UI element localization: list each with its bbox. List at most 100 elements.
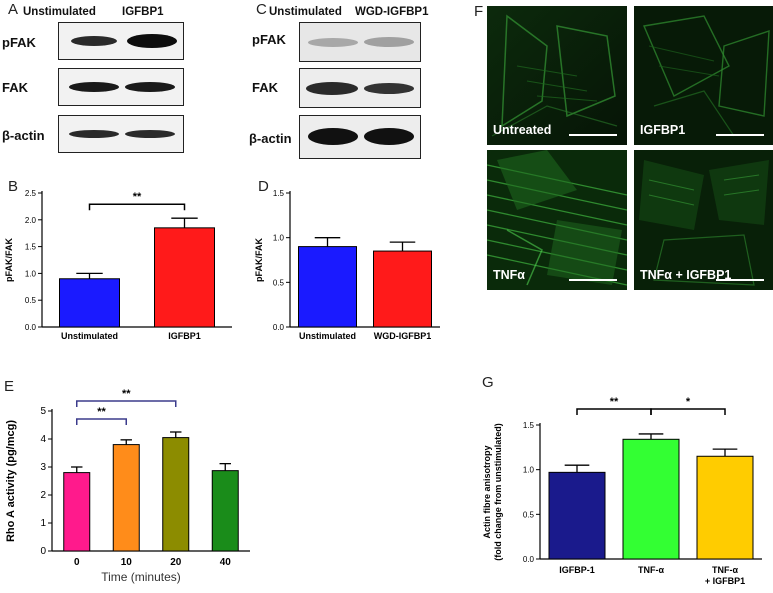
blot-a-header-unstimulated: Unstimulated [23,6,96,18]
category-label: TNF-α [638,565,664,575]
micro-label-igfbp1: IGFBP1 [640,123,686,137]
y-tick-label: 0 [40,546,46,557]
band [364,37,414,47]
significance-bracket [76,418,127,425]
blot-c-label-pfak: pFAK [252,32,286,47]
blot-a-label-fak: FAK [2,80,28,95]
panel-letter-c: C [256,1,267,18]
blot-c-pfak-strip [299,22,421,62]
y-tick-label: 0.5 [273,278,285,287]
y-tick-label: 1.0 [25,269,37,278]
panel-letter-b: B [8,178,19,195]
y-tick-label: 1.0 [273,234,285,243]
micro-label-tnfa: TNFα [493,268,525,282]
y-axis-label: pFAK/FAK [4,238,14,282]
category-label: + IGFBP1 [705,576,745,586]
y-tick-label: 2.0 [25,216,37,225]
significance-label: * [686,396,691,408]
significance-bracket [576,408,652,415]
blot-c-bactin-strip [299,115,421,159]
bar [622,438,680,560]
band [69,130,119,138]
chart-b: 0.0 0.5 1.0 1.5 2.0 2.5 pFAK/FAK Unstimulated IG… [4,189,232,341]
micro-tnfa: TNFα [487,150,627,290]
bar [548,471,606,560]
y-tick-label: 3 [40,462,46,473]
micro-texture [487,150,627,290]
blot-c-header-wgd-igfbp1: WGD-IGFBP1 [355,6,429,18]
significance-bracket [650,408,726,415]
y-axis-label: Actin fibre anisotropy [482,445,492,538]
y-tick-label: 1.0 [523,466,535,475]
y-tick-label: 0.5 [523,510,535,519]
y-tick-label: 1.5 [273,189,285,198]
y-tick-label: 4 [40,434,46,445]
category-label: WGD-IGFBP1 [374,331,432,341]
blot-a-label-bactin: β-actin [2,128,45,143]
significance-label: ** [133,191,142,203]
category-label: IGFBP1 [168,331,201,341]
bar [211,470,239,552]
significance-bracket [76,400,177,407]
y-tick-label: 0.0 [25,323,37,332]
band [69,82,119,92]
panel-letter-e: E [4,378,15,395]
micro-label-untreated: Untreated [493,123,552,137]
category-label: Unstimulated [61,331,118,341]
scale-bar [716,279,764,281]
significance-bracket [88,203,186,211]
micro-tnfa-igfbp1: TNFα + IGFBP1 [634,150,773,290]
band [308,38,358,47]
significance-label: ** [610,396,619,408]
scale-bar [569,134,617,136]
y-axis-label: (fold change from unstimulated) [493,423,503,561]
blot-a-fak-strip [58,68,184,106]
bar [298,246,357,328]
chart-e: 0 1 2 3 4 5 Rho A activity (pg/mcg) 0 10 20 40 Time… [5,388,250,584]
band [364,83,414,94]
blot-c-label-fak: FAK [252,80,278,95]
band [125,130,175,138]
bar [162,437,190,552]
panel-letter-g: G [482,374,494,391]
category-label: 40 [220,557,232,568]
category-label: IGFBP-1 [559,565,595,575]
panel-letter-a: A [8,1,19,18]
y-tick-label: 2 [40,490,46,501]
micro-untreated: Untreated [487,6,627,145]
y-tick-label: 0.0 [523,555,535,564]
panel-letter-f: F [474,3,484,20]
scale-bar [569,279,617,281]
band [127,34,177,48]
blot-a-pfak-strip [58,22,184,60]
bar [154,227,215,328]
y-tick-label: 2.5 [25,189,37,198]
y-tick-label: 0.5 [25,296,37,305]
category-label: 20 [170,557,182,568]
y-tick-label: 1.5 [523,421,535,430]
bar [112,444,140,552]
micro-texture [634,6,773,145]
band [364,128,414,145]
y-axis-label: Rho A activity (pg/mcg) [5,420,17,542]
significance-label: ** [122,388,131,400]
panel-letter-d: D [258,178,269,195]
band [71,36,117,46]
bar [63,472,91,552]
blot-a-bactin-strip [58,115,184,153]
y-tick-label: 0.0 [273,323,285,332]
y-tick-label: 1 [40,518,46,529]
y-tick-label: 5 [40,406,46,417]
category-label: Unstimulated [299,331,356,341]
y-tick-label: 1.5 [25,243,37,252]
band [306,82,358,95]
bar [696,455,754,560]
x-axis-label: Time (minutes) [101,570,181,584]
blot-c-label-bactin: β-actin [249,131,292,146]
scale-bar [716,134,764,136]
micro-texture [634,150,773,290]
blot-c-header-unstimulated: Unstimulated [269,6,342,18]
blot-a-header-igfbp1: IGFBP1 [122,6,164,18]
bar [59,278,120,328]
micro-label-tnfa-igfbp1: TNFα + IGFBP1 [640,268,732,282]
